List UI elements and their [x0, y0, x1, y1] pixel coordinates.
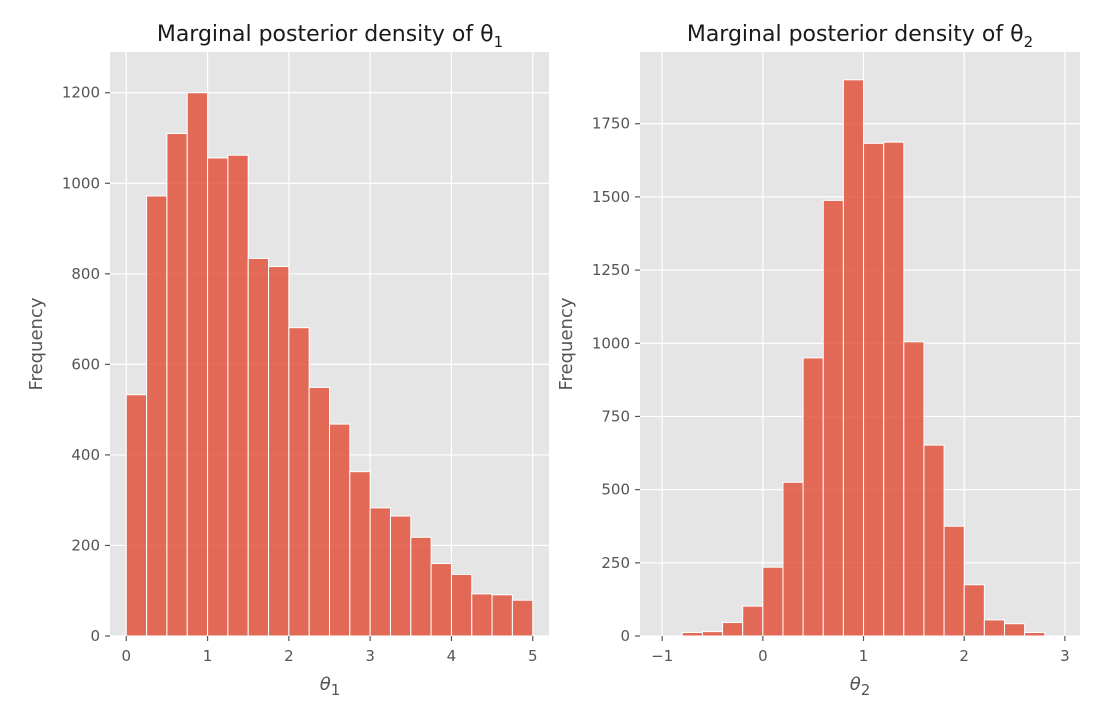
y-tick-label: 750 [601, 407, 630, 425]
histogram-bar [963, 584, 985, 637]
x-tick-label: 5 [528, 647, 538, 665]
histogram-bar [166, 132, 188, 637]
y-tick-label: 250 [601, 554, 630, 572]
histogram-bar [146, 195, 168, 637]
theta2-histogram-panel: −1 0 1 2 3 0 250 500 750 1000 1250 1500 1750 Margina… [556, 22, 1080, 699]
x-tick-label: −1 [651, 647, 673, 665]
histogram-bar [842, 79, 865, 637]
y-tick-label: 0 [620, 627, 630, 645]
histogram-bar [722, 622, 744, 637]
histogram-bar [349, 471, 371, 637]
y-axis-label: Frequency [556, 297, 577, 390]
histogram-bar [227, 154, 249, 637]
histogram-bar [369, 507, 391, 637]
histogram-bar [288, 327, 310, 637]
chart-title: Marginal posterior density of θ1 [157, 22, 503, 51]
histogram-bar [923, 444, 945, 637]
y-tick-label: 400 [71, 446, 100, 464]
y-tick-label: 1200 [62, 84, 100, 102]
histogram-bar [822, 199, 844, 637]
x-tick-label: 2 [959, 647, 969, 665]
y-tick-label: 1000 [62, 174, 100, 192]
histogram-bar [207, 157, 229, 637]
histogram-bar [511, 599, 534, 637]
y-tick-label: 1500 [592, 188, 630, 206]
histogram-bar [491, 594, 513, 637]
y-tick-label: 1000 [592, 334, 630, 352]
histogram-bar [742, 605, 764, 637]
histogram-bar [983, 619, 1005, 637]
histogram-bar [308, 386, 331, 637]
x-tick-label: 0 [121, 647, 131, 665]
histogram-bar [471, 593, 493, 637]
histogram-bar [450, 573, 473, 637]
x-tick-label: 2 [284, 647, 294, 665]
histogram-bar [186, 92, 209, 637]
x-tick-label: 4 [447, 647, 457, 665]
x-axis-label: θ2 [850, 674, 871, 699]
histogram-bar [943, 525, 965, 637]
x-axis-label: θ1 [320, 674, 341, 699]
histogram-bar [1003, 623, 1026, 637]
y-axis-label: Frequency [26, 297, 47, 390]
y-tick-label: 200 [71, 536, 100, 554]
histogram-bar [681, 631, 703, 637]
histogram-bar [863, 142, 885, 637]
y-tick-label: 0 [90, 627, 100, 645]
y-tick-label: 600 [71, 355, 100, 373]
chart-title: Marginal posterior density of θ2 [687, 22, 1033, 51]
x-tick-label: 3 [1060, 647, 1070, 665]
x-tick-label: 0 [758, 647, 768, 665]
histogram-bar [329, 423, 351, 637]
y-tick-label: 500 [601, 481, 630, 499]
histogram-bar [782, 481, 804, 637]
histogram-bar [268, 266, 290, 637]
histogram-bar [883, 141, 905, 637]
histogram-bar [430, 563, 452, 637]
x-tick-label: 3 [365, 647, 375, 665]
histogram-bar [701, 631, 724, 637]
histogram-bar [903, 341, 925, 637]
y-tick-label: 1250 [592, 261, 630, 279]
histogram-bar [410, 536, 432, 637]
y-tick-label: 1750 [592, 115, 630, 133]
histogram-bar [247, 257, 270, 637]
histogram-bar [1024, 631, 1046, 637]
theta1-histogram-panel: 0 1 2 3 4 5 0 200 400 600 800 1000 1200 Marginal pos… [26, 22, 549, 699]
histogram-bar [125, 394, 148, 637]
y-tick-label: 800 [71, 265, 100, 283]
x-tick-label: 1 [859, 647, 869, 665]
histogram-bar [802, 357, 824, 637]
histogram-bar [762, 566, 784, 637]
histogram-bar [389, 515, 412, 637]
x-tick-label: 1 [203, 647, 213, 665]
